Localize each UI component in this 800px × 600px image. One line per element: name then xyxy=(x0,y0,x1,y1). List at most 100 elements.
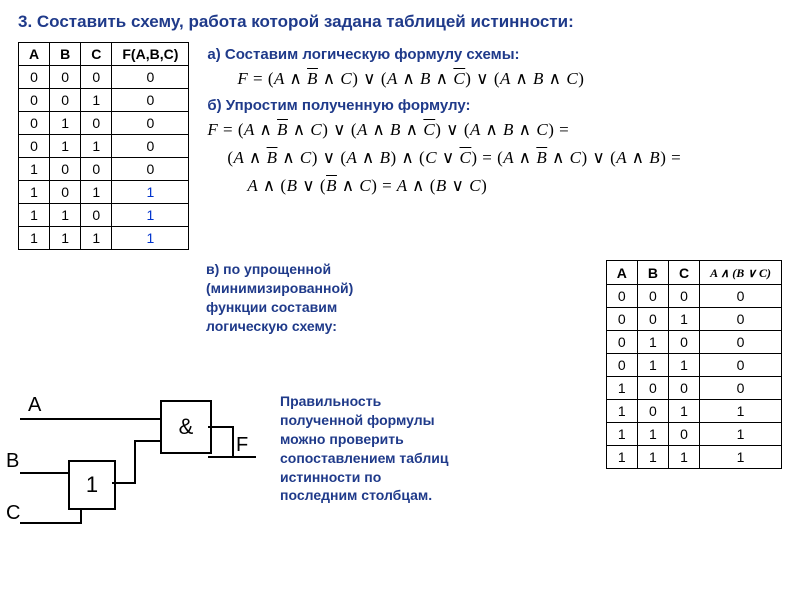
table-cell: 0 xyxy=(668,331,699,354)
truth-table-left: ABCF(A,B,C)00000010010001101000101111011… xyxy=(18,42,189,250)
table-cell: 0 xyxy=(50,89,81,112)
table-cell: 0 xyxy=(637,285,668,308)
table-cell: 0 xyxy=(606,331,637,354)
table-header: A xyxy=(606,261,637,285)
table-cell: 1 xyxy=(637,446,668,469)
table-row: 1101 xyxy=(606,423,781,446)
formula-b1: F = (A ∧ B ∧ C) ∨ (A ∧ B ∧ C) ∨ (A ∧ B ∧… xyxy=(207,120,782,140)
table-row: 0000 xyxy=(19,66,189,89)
table-cell: 1 xyxy=(112,181,189,204)
table-cell: 0 xyxy=(50,66,81,89)
table-row: 0010 xyxy=(606,308,781,331)
formula-a: F = (A ∧ B ∧ C) ∨ (A ∧ B ∧ C) ∨ (A ∧ B ∧… xyxy=(207,69,782,89)
table-cell: 0 xyxy=(112,158,189,181)
table-row: 0000 xyxy=(606,285,781,308)
table-row: 1101 xyxy=(19,204,189,227)
table-cell: 0 xyxy=(700,377,782,400)
table-cell: 1 xyxy=(637,354,668,377)
table-cell: 1 xyxy=(112,204,189,227)
table-row: 0110 xyxy=(19,135,189,158)
table-row: 0100 xyxy=(606,331,781,354)
table-cell: 1 xyxy=(668,354,699,377)
table-cell: 0 xyxy=(112,66,189,89)
table-row: 0110 xyxy=(606,354,781,377)
table-cell: 0 xyxy=(50,158,81,181)
table-cell: 1 xyxy=(668,446,699,469)
formula-b3: A ∧ (B ∨ (B ∧ C) = A ∧ (B ∨ C) xyxy=(207,176,782,196)
circuit-label-a: A xyxy=(28,394,41,417)
and-gate-label: & xyxy=(179,414,194,440)
table-header: B xyxy=(637,261,668,285)
table-cell: 1 xyxy=(700,446,782,469)
table-header: A xyxy=(19,43,50,66)
table-cell: 1 xyxy=(668,400,699,423)
truth-table-right: ABCA ∧ (B ∨ C)00000010010001101000101111… xyxy=(606,260,782,469)
table-cell: 1 xyxy=(19,204,50,227)
table-cell: 0 xyxy=(19,135,50,158)
table-header: A ∧ (B ∨ C) xyxy=(700,261,782,285)
table-cell: 1 xyxy=(637,423,668,446)
table-cell: 1 xyxy=(50,227,81,250)
table-cell: 0 xyxy=(637,400,668,423)
table-cell: 0 xyxy=(668,423,699,446)
table-header: C xyxy=(668,261,699,285)
section-a-label: а) Составим логическую формулу схемы: xyxy=(207,46,782,63)
or-gate-label: 1 xyxy=(86,472,98,498)
table-cell: 1 xyxy=(112,227,189,250)
table-cell: 0 xyxy=(637,308,668,331)
logic-circuit: A B C F 1 & xyxy=(12,392,262,542)
table-cell: 0 xyxy=(112,135,189,158)
table-row: 1011 xyxy=(19,181,189,204)
circuit-label-c: C xyxy=(6,502,20,525)
table-cell: 1 xyxy=(606,446,637,469)
circuit-label-f: F xyxy=(236,434,248,457)
section-c-label: в) по упрощенной (минимизированной) функ… xyxy=(206,260,396,336)
table-cell: 1 xyxy=(81,89,112,112)
table-cell: 1 xyxy=(700,400,782,423)
table-cell: 0 xyxy=(700,285,782,308)
table-cell: 1 xyxy=(81,181,112,204)
task-title: 3. Составить схему, работа которой задан… xyxy=(18,12,782,32)
table-cell: 1 xyxy=(700,423,782,446)
circuit-label-b: B xyxy=(6,450,19,473)
table-cell: 1 xyxy=(19,158,50,181)
table-row: 1111 xyxy=(19,227,189,250)
table-cell: 0 xyxy=(81,204,112,227)
table-cell: 0 xyxy=(606,285,637,308)
bottom-row: A B C F 1 & Правильность полученной форм… xyxy=(12,392,450,542)
table-cell: 0 xyxy=(668,285,699,308)
table-cell: 0 xyxy=(19,89,50,112)
table-cell: 1 xyxy=(81,135,112,158)
right-upper: а) Составим логическую формулу схемы: F … xyxy=(207,42,782,204)
table-cell: 0 xyxy=(81,112,112,135)
table-row: 1111 xyxy=(606,446,781,469)
table-row: 1000 xyxy=(19,158,189,181)
table-cell: 0 xyxy=(50,181,81,204)
table-cell: 0 xyxy=(112,112,189,135)
table-cell: 1 xyxy=(19,181,50,204)
table-header: B xyxy=(50,43,81,66)
table-header: F(A,B,C) xyxy=(112,43,189,66)
formula-b2: (A ∧ B ∧ C) ∨ (A ∧ B) ∧ (C ∨ C) = (A ∧ B… xyxy=(207,148,782,168)
top-row: ABCF(A,B,C)00000010010001101000101111011… xyxy=(18,42,782,250)
table-cell: 1 xyxy=(668,308,699,331)
section-b-label: б) Упростим полученную формулу: xyxy=(207,97,782,114)
table-cell: 1 xyxy=(606,423,637,446)
verify-text: Правильность полученной формулы можно пр… xyxy=(280,392,450,505)
table-header: C xyxy=(81,43,112,66)
table-cell: 1 xyxy=(637,331,668,354)
table-cell: 0 xyxy=(700,308,782,331)
table-row: 1000 xyxy=(606,377,781,400)
table-row: 1011 xyxy=(606,400,781,423)
and-gate: & xyxy=(160,400,212,454)
table-cell: 0 xyxy=(112,89,189,112)
table-cell: 0 xyxy=(637,377,668,400)
table-cell: 1 xyxy=(50,204,81,227)
table-cell: 0 xyxy=(19,66,50,89)
table-cell: 1 xyxy=(50,112,81,135)
table-cell: 0 xyxy=(700,354,782,377)
table-cell: 1 xyxy=(606,377,637,400)
table-cell: 0 xyxy=(606,308,637,331)
table-cell: 1 xyxy=(81,227,112,250)
table-cell: 0 xyxy=(81,66,112,89)
